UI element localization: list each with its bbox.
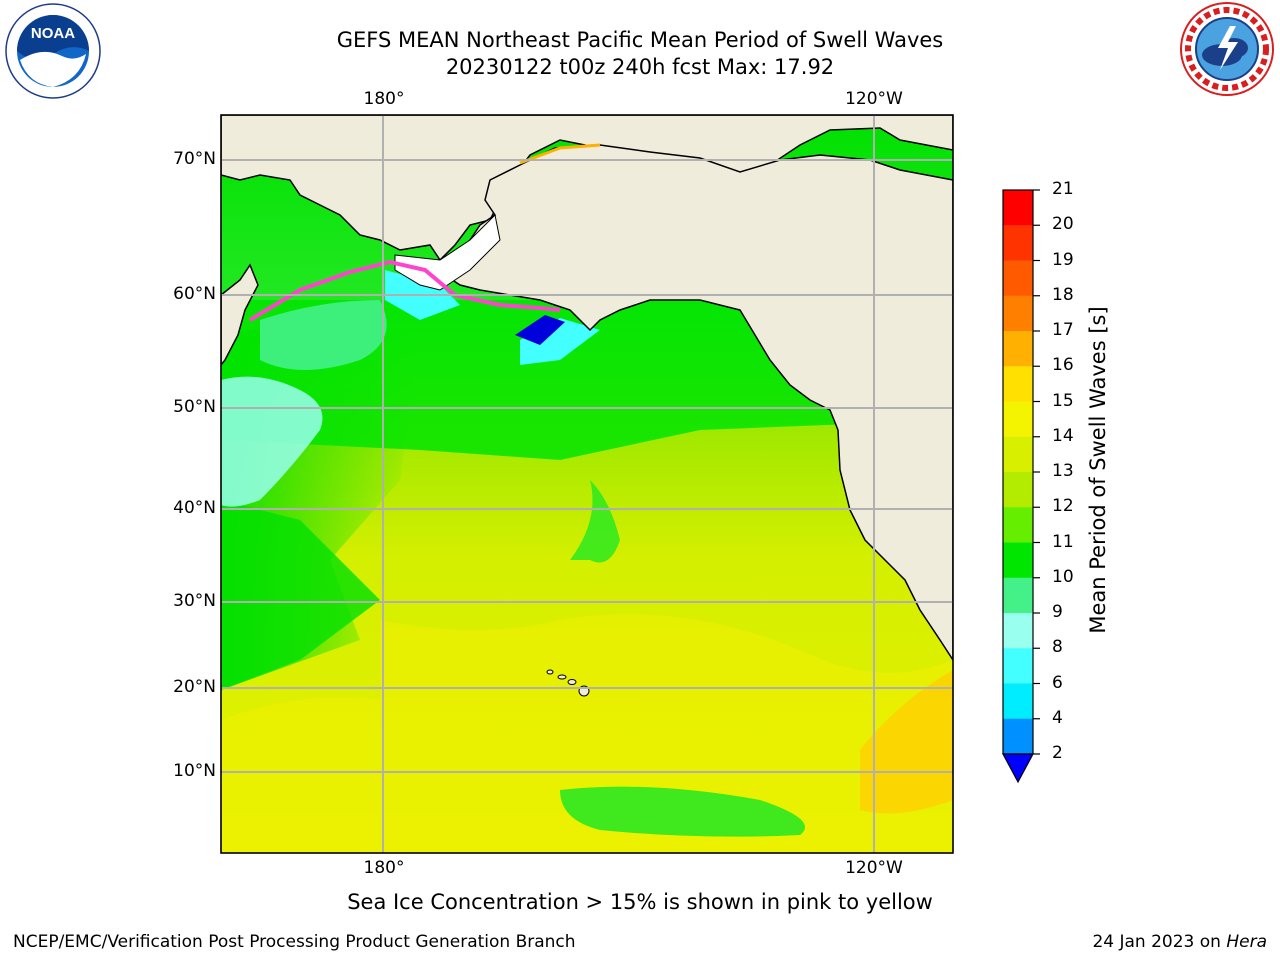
map-subtitle: 20230122 t00z 240h fcst Max: 17.92 xyxy=(445,55,835,79)
colorbar-tick-label: 2 xyxy=(1052,743,1063,763)
colorbar-tick-label: 20 xyxy=(1052,214,1074,235)
colorbar-tick-label: 8 xyxy=(1052,637,1063,658)
colorbar-segment xyxy=(1003,401,1033,438)
colorbar-segment xyxy=(1003,718,1033,755)
colorbar-segment xyxy=(1003,577,1033,614)
colorbar-tick-label: 12 xyxy=(1052,496,1074,517)
colorbar-tick-label: 14 xyxy=(1052,425,1074,446)
colorbar-segment xyxy=(1003,331,1033,367)
colorbar-segment xyxy=(1003,542,1033,579)
colorbar-tick-label: 11 xyxy=(1052,531,1074,552)
lat-label-40n: 40°N xyxy=(173,498,216,518)
colorbar-tick-label: 15 xyxy=(1052,390,1074,411)
colorbar-segment xyxy=(1003,366,1033,402)
lat-label-70n: 70°N xyxy=(173,149,216,169)
colorbar-segment xyxy=(1003,683,1033,720)
lon-label-bottom-120w: 120°W xyxy=(845,858,903,878)
lon-label-top-180: 180° xyxy=(363,89,405,109)
gridlines xyxy=(221,115,953,853)
colorbar-tick-label: 18 xyxy=(1052,284,1074,305)
colorbar xyxy=(1001,189,1040,784)
colorbar-tick-label: 4 xyxy=(1052,707,1063,728)
colorbar-label: Mean Period of Swell Waves [s] xyxy=(1086,306,1110,634)
map-title: GEFS MEAN Northeast Pacific Mean Period … xyxy=(336,28,944,52)
footer-credit: NCEP/EMC/Verification Post Processing Pr… xyxy=(13,932,576,952)
noaa-logo: NOAA xyxy=(5,3,101,99)
footer-date-text: 24 Jan 2023 on xyxy=(1092,932,1227,952)
colorbar-segment xyxy=(1003,225,1033,261)
colorbar-segment xyxy=(1003,436,1033,473)
colorbar-segment xyxy=(1003,472,1033,508)
colorbar-tick-label: 9 xyxy=(1052,602,1063,622)
footer-date: 24 Jan 2023 on Hera xyxy=(1092,932,1267,952)
lat-label-50n: 50°N xyxy=(173,397,216,417)
colorbar-segment xyxy=(1003,190,1033,226)
lon-label-bottom-180: 180° xyxy=(363,858,405,878)
colorbar-tick-label: 13 xyxy=(1052,461,1074,481)
colorbar-tick-label: 19 xyxy=(1052,249,1074,270)
national-weather-service-logo xyxy=(1180,2,1274,96)
lat-label-30n: 30°N xyxy=(173,591,216,611)
colorbar-segment xyxy=(1003,648,1033,684)
lon-label-top-120w: 120°W xyxy=(845,89,903,109)
colorbar-extend-arrow xyxy=(1001,753,1035,784)
lat-label-60n: 60°N xyxy=(173,284,216,304)
map-frame xyxy=(220,114,954,854)
colorbar-tick-label: 10 xyxy=(1052,566,1074,587)
colorbar-segment xyxy=(1003,295,1033,332)
lat-label-10n: 10°N xyxy=(173,761,216,781)
lat-label-20n: 20°N xyxy=(173,677,216,697)
sea-ice-note: Sea Ice Concentration > 15% is shown in … xyxy=(347,890,933,914)
colorbar-segment xyxy=(1003,613,1033,649)
footer-host: Hera xyxy=(1226,932,1267,952)
colorbar-tick-label: 21 xyxy=(1052,179,1074,199)
colorbar-segment xyxy=(1003,260,1033,297)
colorbar-segment xyxy=(1003,507,1033,543)
colorbar-tick-label: 16 xyxy=(1052,355,1074,376)
svg-text:NOAA: NOAA xyxy=(31,25,75,42)
colorbar-tick-label: 17 xyxy=(1052,320,1074,340)
colorbar-tick-label: 6 xyxy=(1052,672,1063,693)
